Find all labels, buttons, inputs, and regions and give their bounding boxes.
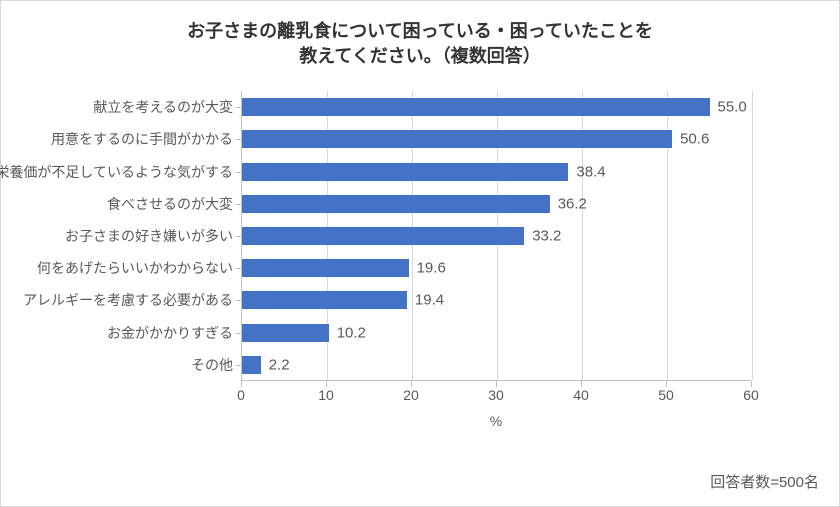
x-tickmark (326, 381, 327, 387)
bar-row: 19.6 (242, 259, 409, 277)
plot: 55.050.638.436.233.219.619.410.22.2 (241, 91, 751, 381)
bar-row: 50.6 (242, 130, 672, 148)
y-axis-label: 栄養価が不足しているような気がする (0, 162, 233, 182)
x-tick-label: 0 (237, 387, 245, 403)
bar-row: 10.2 (242, 324, 329, 342)
y-axis-label: 食べさせるのが大変 (107, 194, 233, 214)
bar-value-label: 33.2 (524, 228, 561, 245)
plot-area: 55.050.638.436.233.219.619.410.22.2 0102… (241, 91, 751, 401)
bar (242, 227, 524, 245)
x-tick-label: 40 (573, 387, 589, 403)
bar (242, 324, 329, 342)
x-tick-label: 20 (403, 387, 419, 403)
x-tickmark (496, 381, 497, 387)
bar (242, 356, 261, 374)
x-tickmark (581, 381, 582, 387)
bar-row: 38.4 (242, 163, 568, 181)
chart-container: お子さまの離乳食について困っている・困っていたことを 教えてください。（複数回答… (0, 0, 840, 507)
y-axis-label: その他 (191, 355, 233, 375)
respondent-note: 回答者数=500名 (710, 471, 819, 492)
x-tick-label: 60 (743, 387, 759, 403)
y-axis-label: お金がかかりすぎる (107, 323, 233, 343)
bar-value-label: 38.4 (568, 163, 605, 180)
bar-value-label: 55.0 (710, 99, 747, 116)
y-axis-label: 献立を考えるのが大変 (93, 97, 233, 117)
bar (242, 98, 710, 116)
x-tick-label: 30 (488, 387, 504, 403)
bar (242, 259, 409, 277)
title-line-1: お子さまの離乳食について困っている・困っていたことを (1, 19, 839, 44)
x-axis-title: % (490, 413, 502, 429)
x-tickmark (751, 381, 752, 387)
bar-row: 33.2 (242, 227, 524, 245)
y-axis-label: アレルギーを考慮する必要がある (23, 290, 233, 310)
bar (242, 130, 672, 148)
bar-row: 2.2 (242, 356, 261, 374)
x-tickmark (411, 381, 412, 387)
bar-value-label: 10.2 (329, 324, 366, 341)
bar-row: 36.2 (242, 195, 550, 213)
bar-value-label: 19.4 (407, 292, 444, 309)
x-axis-ticks: 0102030405060 (241, 387, 751, 407)
bar (242, 195, 550, 213)
x-tickmark (241, 381, 242, 387)
y-axis-labels: 献立を考えるのが大変用意をするのに手間がかかる栄養価が不足しているような気がする… (1, 91, 233, 381)
bar-row: 19.4 (242, 291, 407, 309)
chart-title: お子さまの離乳食について困っている・困っていたことを 教えてください。（複数回答… (1, 1, 839, 69)
y-axis-label: 何をあげたらいいかわからない (37, 258, 233, 278)
x-tick-label: 10 (318, 387, 334, 403)
bar-value-label: 19.6 (409, 260, 446, 277)
gridline (752, 91, 753, 380)
y-axis-label: お子さまの好き嫌いが多い (65, 226, 233, 246)
bar-row: 55.0 (242, 98, 710, 116)
bar-value-label: 2.2 (261, 356, 290, 373)
bar-value-label: 50.6 (672, 131, 709, 148)
bar-value-label: 36.2 (550, 195, 587, 212)
x-tickmark (666, 381, 667, 387)
bar (242, 163, 568, 181)
title-line-2: 教えてください。（複数回答） (1, 44, 839, 69)
x-tick-label: 50 (658, 387, 674, 403)
y-axis-label: 用意をするのに手間がかかる (51, 129, 233, 149)
bar (242, 291, 407, 309)
